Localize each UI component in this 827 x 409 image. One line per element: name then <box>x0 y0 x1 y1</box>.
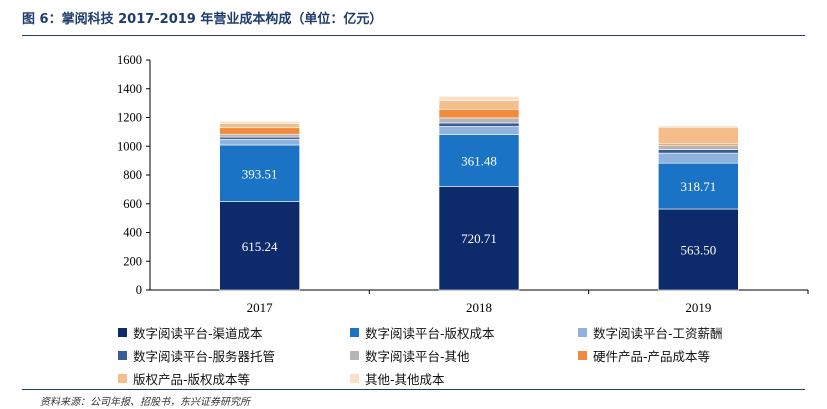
legend-item: 数字阅读平台-服务器托管 <box>118 346 275 364</box>
legend-item: 数字阅读平台-版权成本 <box>350 323 495 341</box>
bar-segment <box>219 201 300 291</box>
legend-item: 版权产品-版权成本等 <box>118 369 250 387</box>
figure-title: 图 6：掌阅科技 2017-2019 年营业成本构成（单位：亿元） <box>22 12 383 27</box>
y-tick-label: 1400 <box>117 82 142 96</box>
bar-segment <box>438 117 520 124</box>
source-rule <box>22 389 805 390</box>
bar-segment <box>219 138 300 146</box>
bar-segment <box>658 125 739 128</box>
data-label: 318.71 <box>680 179 716 194</box>
bar-segment <box>438 108 520 119</box>
bar-segment <box>219 123 300 129</box>
bar-segment <box>219 133 300 138</box>
legend-label: 数字阅读平台-服务器托管 <box>133 348 276 364</box>
legend-label: 数字阅读平台-版权成本 <box>365 325 495 341</box>
legend-label: 版权产品-版权成本等 <box>133 371 251 387</box>
bar-segment <box>438 126 520 135</box>
legend-item: 数字阅读平台-渠道成本 <box>118 323 263 341</box>
title-rule <box>22 35 805 36</box>
bar-segment <box>219 120 300 124</box>
bar-segment <box>658 208 739 291</box>
stacked-bar-chart: 0 200 400 600 800 1000 1200 1400 1600 615.24 393.5… <box>117 53 809 315</box>
data-label: 720.71 <box>461 231 497 246</box>
legend-item: 数字阅读平台-工资薪酬 <box>578 323 723 341</box>
legend-item: 其他-其他成本 <box>350 369 445 387</box>
bar-segment <box>658 149 739 154</box>
legend-swatch <box>350 373 359 383</box>
y-tick-label: 1200 <box>117 111 142 125</box>
bar-segment <box>658 152 739 164</box>
y-tick-label: 1000 <box>117 139 142 153</box>
legend-item: 数字阅读平台-其他 <box>350 346 470 364</box>
legend-swatch <box>578 327 587 337</box>
data-label: 563.50 <box>680 242 716 257</box>
bar-segment <box>658 126 739 145</box>
legend-label: 数字阅读平台-工资薪酬 <box>593 325 723 341</box>
legend-swatch <box>578 350 587 360</box>
bar-segment <box>658 144 739 150</box>
bar-segment <box>658 162 739 210</box>
data-label: 361.48 <box>461 153 497 168</box>
bar-segment <box>219 127 300 135</box>
legend-swatch <box>118 350 127 360</box>
x-tick-label: 2018 <box>466 300 492 315</box>
legend-label: 其他-其他成本 <box>365 371 445 387</box>
data-label: 615.24 <box>242 239 278 254</box>
legend-swatch <box>118 327 127 337</box>
bar-segment <box>438 100 520 110</box>
legend-label: 数字阅读平台-其他 <box>365 348 470 364</box>
bar-segment <box>219 136 300 140</box>
data-label: 393.51 <box>242 166 278 181</box>
bar-segment <box>438 122 520 127</box>
legend-label: 数字阅读平台-渠道成本 <box>133 325 263 341</box>
y-tick-label: 1600 <box>117 53 142 67</box>
bar-segment <box>438 96 520 101</box>
legend-swatch <box>350 327 359 337</box>
x-tick-label: 2019 <box>685 300 711 315</box>
bar-segment <box>219 144 300 202</box>
y-tick-label: 200 <box>123 254 142 268</box>
y-tick-label: 800 <box>123 168 142 182</box>
bar-segment <box>438 134 520 187</box>
y-tick-label: 0 <box>136 283 142 297</box>
y-tick-label: 600 <box>123 197 142 211</box>
legend-swatch <box>118 373 127 383</box>
bar-segment <box>438 186 520 291</box>
legend-label: 硬件产品-产品成本等 <box>593 348 711 364</box>
legend-swatch <box>350 350 359 360</box>
legend-item: 硬件产品-产品成本等 <box>578 346 710 364</box>
x-tick-label: 2017 <box>247 300 274 315</box>
y-tick-label: 400 <box>123 226 142 240</box>
figure-source: 资料来源：公司年报、招股书，东兴证券研究所 <box>40 397 250 408</box>
